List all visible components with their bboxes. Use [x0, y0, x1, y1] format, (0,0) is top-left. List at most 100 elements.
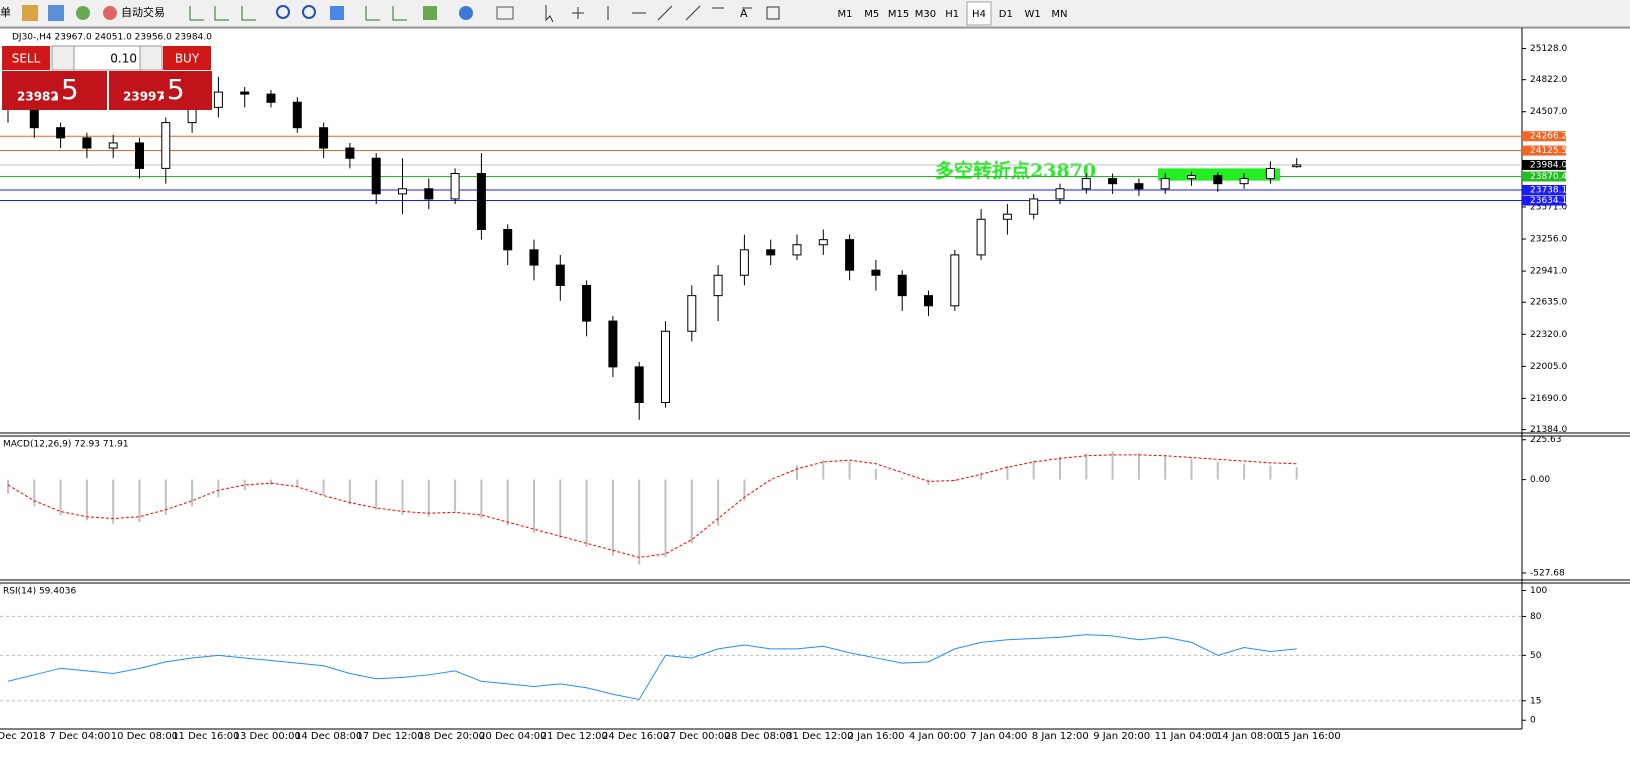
timeframe-button[interactable]: H1: [945, 9, 959, 20]
candle-body: [897, 274, 907, 297]
macd-bar: [1269, 465, 1272, 480]
y-tick-label: 80: [1530, 612, 1542, 622]
time-label: 13 Dec 00:00: [234, 731, 301, 742]
trade-panel: SELL 0.10 BUY 23982 .5 23997 .5: [2, 45, 212, 110]
level-tag: [1522, 195, 1566, 206]
time-label: 11 Jan 04:00: [1155, 731, 1218, 742]
candle-body: [871, 269, 881, 276]
y-tick-label: 22941.0: [1530, 267, 1567, 277]
time-label: 10 Dec 08:00: [111, 731, 178, 742]
timeframe-button[interactable]: M1: [838, 9, 853, 20]
candle-body: [1108, 178, 1118, 185]
macd-header: MACD(12,26,9) 72.93 71.91: [3, 440, 129, 450]
candle-body: [213, 91, 223, 108]
level-tag: [1522, 159, 1566, 170]
volume-input[interactable]: [73, 45, 141, 71]
macd-bar: [112, 479, 115, 524]
timeframe-button[interactable]: M5: [864, 9, 879, 20]
timeframe-button[interactable]: M30: [915, 9, 936, 20]
time-label: 4 Jan 00:00: [909, 731, 966, 742]
macd-bar: [164, 479, 167, 515]
macd-bar: [1243, 463, 1246, 480]
candle-body: [582, 284, 592, 322]
macd-bar: [1006, 465, 1009, 480]
template-icon[interactable]: [496, 6, 514, 20]
time-label: 7 Dec 04:00: [49, 731, 110, 742]
scroll-icons[interactable]: [365, 6, 407, 21]
macd-bar: [85, 479, 88, 521]
y-tick-label: 22320.0: [1530, 330, 1567, 340]
zoom-in[interactable]: [276, 5, 290, 19]
tile-icon[interactable]: [330, 6, 344, 20]
icon[interactable]: [22, 5, 38, 21]
buy-button[interactable]: [163, 46, 211, 70]
macd-bar: [454, 479, 457, 512]
annotation: 多空转折点23870: [935, 159, 1096, 182]
toolbar: 单 自动交易 A: [0, 0, 1630, 28]
autotrade-button[interactable]: 自动交易: [121, 5, 165, 19]
time-label: 9 Jan 20:00: [1093, 731, 1150, 742]
timeframe-button[interactable]: H4: [972, 9, 986, 20]
text-tool[interactable]: A: [740, 7, 748, 20]
candle-body: [1134, 183, 1144, 190]
y-tick-label: 22635.0: [1530, 298, 1567, 308]
level-tag: [1522, 131, 1566, 142]
y-tick-label: 24822.0: [1530, 75, 1567, 85]
timeframe-button[interactable]: D1: [999, 9, 1013, 20]
volume-value[interactable]: 0.10: [110, 52, 137, 66]
candle-body: [1213, 175, 1223, 185]
volume-up[interactable]: [139, 45, 163, 71]
candle-body: [713, 274, 723, 297]
candle-body: [1160, 178, 1170, 190]
candle-body: [1055, 188, 1065, 200]
drawing-tools[interactable]: [545, 5, 780, 23]
active-timeframe: [966, 1, 992, 26]
level-tag: [1522, 171, 1566, 182]
y-tick-label: 23256.0: [1530, 235, 1567, 245]
sell-label[interactable]: SELL: [12, 52, 41, 66]
candle-body: [108, 142, 118, 149]
ask-box[interactable]: [109, 71, 212, 110]
indicator-icon[interactable]: [423, 6, 437, 20]
macd-bar: [1216, 461, 1219, 480]
icon[interactable]: [48, 5, 64, 21]
candle-body: [161, 122, 171, 169]
sell-button[interactable]: [2, 46, 50, 70]
candle-body: [82, 137, 92, 149]
macd-bar: [348, 479, 351, 505]
y-tick-label: 23571.0: [1530, 202, 1567, 212]
signal-line: [7, 454, 1297, 558]
zoom-out[interactable]: [302, 5, 316, 19]
timeframe-button[interactable]: W1: [1024, 9, 1040, 20]
volume-down[interactable]: [51, 45, 75, 71]
time-label: 7 Jan 04:00: [970, 731, 1027, 742]
chart-type-icons[interactable]: [189, 6, 256, 21]
time-label: 24 Dec 16:00: [602, 731, 669, 742]
level-label: 23984.0: [1530, 160, 1567, 170]
level-label: 23634.1: [1530, 196, 1567, 206]
macd-bar: [980, 472, 983, 480]
macd-bar: [427, 479, 430, 517]
macd-bar: [664, 479, 667, 558]
y-tick-label: -527.68: [1530, 568, 1565, 578]
symbol-header: DJ30-,H4 23967.0 24051.0 23956.0 23984.0: [12, 33, 212, 43]
menu-item[interactable]: 单: [0, 6, 11, 19]
icon[interactable]: [103, 6, 117, 20]
macd-bar: [848, 461, 851, 480]
y-tick-label: 25128.0: [1530, 44, 1567, 54]
level-label: 23738.1: [1530, 185, 1567, 195]
bid-pips: .5: [52, 73, 79, 106]
macd-bar: [638, 479, 641, 565]
period-icon[interactable]: [459, 6, 473, 20]
macd-bar: [822, 460, 825, 480]
icon[interactable]: [76, 6, 90, 20]
macd-bar: [717, 479, 720, 526]
buy-label[interactable]: BUY: [175, 52, 200, 66]
candle-body: [371, 157, 381, 195]
candle-body: [476, 172, 486, 230]
timeframe-button[interactable]: MN: [1051, 9, 1067, 20]
timeframe-button[interactable]: M15: [888, 9, 909, 20]
bid-box[interactable]: [2, 71, 107, 110]
